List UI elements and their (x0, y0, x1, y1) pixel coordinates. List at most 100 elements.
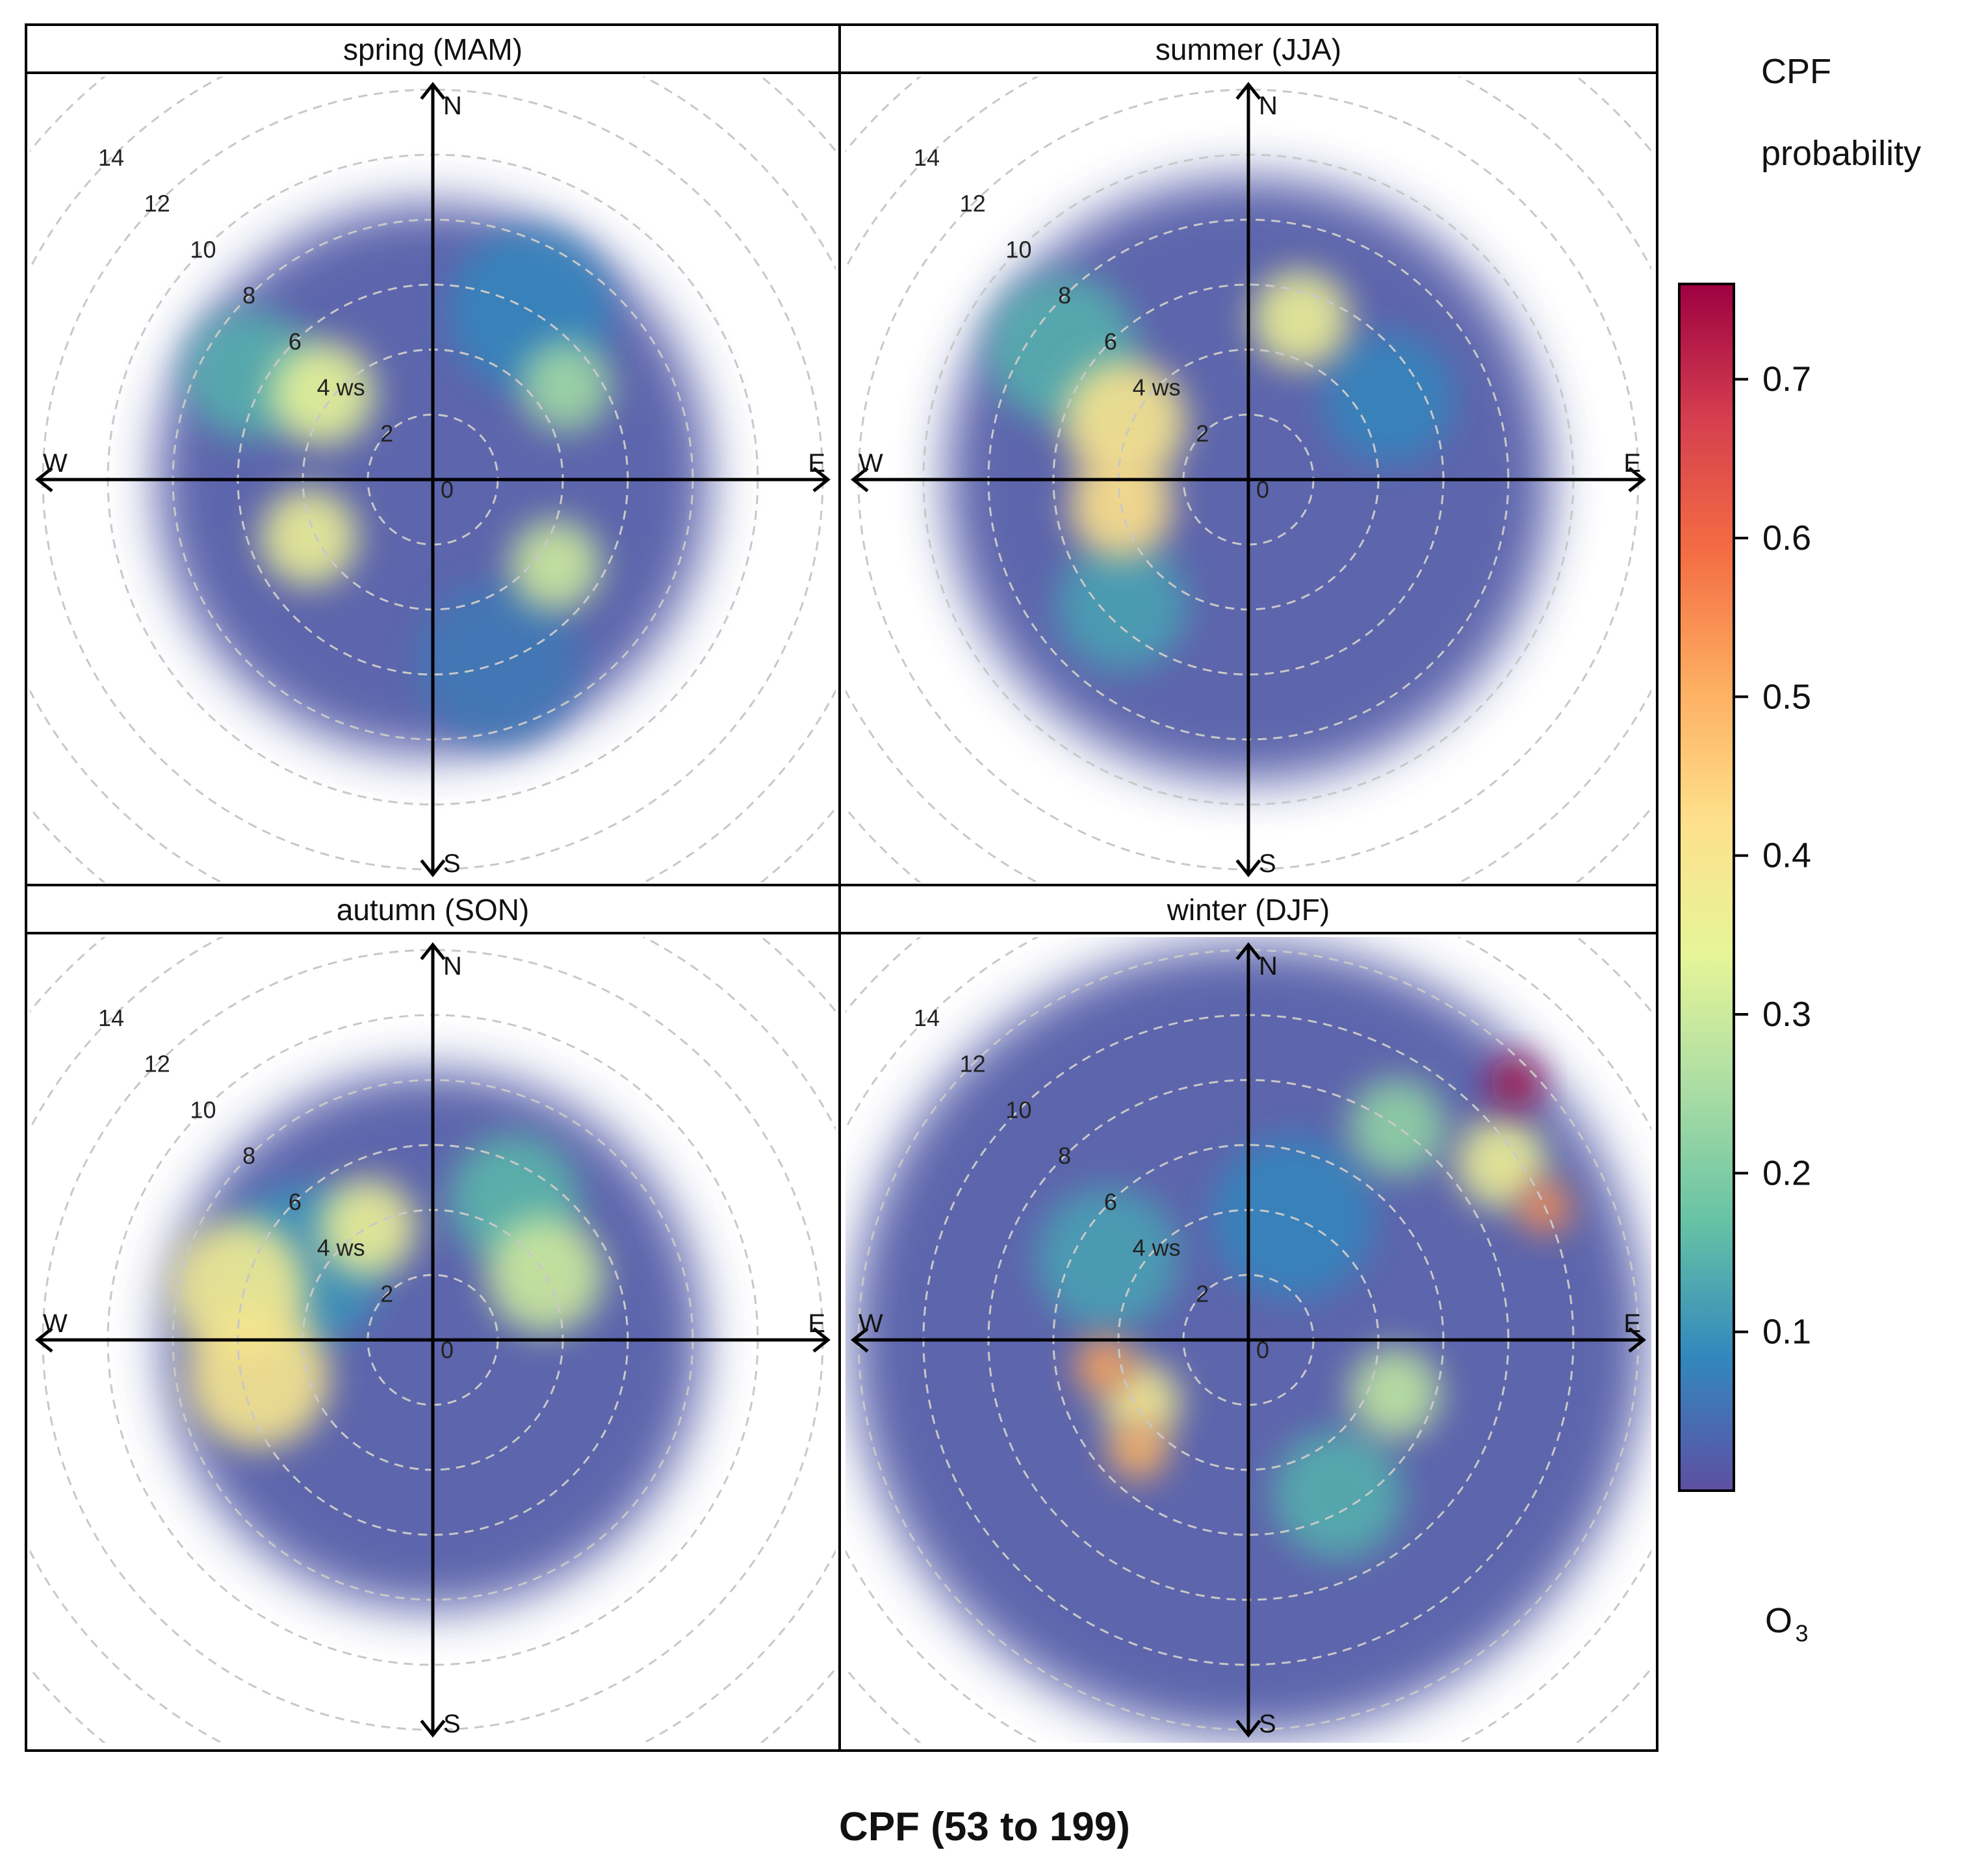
compass-label-N: N (443, 92, 462, 120)
cpf-region-2 (487, 1216, 604, 1333)
colorbar-tick-label-6: 0.7 (1762, 360, 1811, 399)
cpf-region-4 (1063, 360, 1187, 484)
compass-axes: N E S W (34, 942, 831, 1738)
axis-arrowhead (812, 1327, 831, 1353)
cpf-region-5 (1456, 1117, 1547, 1209)
compass-axes: N E S W (850, 942, 1647, 1738)
ws-tick-label: 10 (190, 236, 216, 263)
cpf-region-2 (1272, 1430, 1403, 1560)
ws-tick-label: 8 (1058, 1142, 1071, 1169)
axis-arrowhead (1235, 859, 1261, 878)
cpf-region-5 (270, 341, 375, 446)
axis-arrowhead (420, 1719, 446, 1738)
pollutant-subscript: 3 (1795, 1620, 1808, 1647)
axis-arrowhead (1628, 467, 1647, 493)
ws-tick-label: 14 (98, 1005, 124, 1031)
compass-label-S: S (443, 849, 461, 878)
legend-pollutant-label: O 3 (1765, 1601, 1809, 1647)
ws-tick-label: 10 (1005, 1096, 1031, 1123)
ws-tick-label: 0 (1256, 476, 1269, 503)
axis-arrowhead (34, 1327, 53, 1353)
cpf-region-1 (1036, 1187, 1180, 1330)
ws-tick-label: 0 (1256, 1337, 1269, 1363)
compass-label-S: S (1259, 1710, 1276, 1738)
ws-tick-label: 2 (1196, 420, 1209, 446)
ws-tick-label: 14 (98, 144, 124, 171)
compass-label-N: N (1259, 92, 1278, 120)
ws-tick-label: 0 (441, 476, 454, 503)
axis-arrowhead (420, 859, 446, 878)
colorbar-tick-label-5: 0.6 (1762, 519, 1811, 558)
strip-bg-summer (838, 23, 1658, 74)
colorbar-tick-label-4: 0.5 (1762, 677, 1811, 716)
axis-arrowhead (420, 81, 446, 100)
colorbar-tick-label-1: 0.2 (1762, 1153, 1811, 1192)
ws-tick-label: 2 (380, 1280, 393, 1307)
cpf-region-7 (1109, 1420, 1168, 1480)
cpf-region-1 (1057, 541, 1187, 671)
ws-tick-label: 8 (242, 1142, 255, 1169)
ws-tick-label: 2 (380, 420, 393, 446)
compass-label-S: S (443, 1710, 461, 1738)
compass-label-E: E (808, 1309, 825, 1338)
compass-label-E: E (1623, 1309, 1641, 1338)
cpf-region-0 (1324, 333, 1454, 463)
ws-tick-label: 4 ws (1133, 1235, 1181, 1261)
axis-arrowhead (1628, 1327, 1647, 1353)
strip-bg-spring (25, 23, 841, 74)
ws-tick-label: 4 ws (317, 374, 365, 401)
strip-title-autumn: autumn (SON) (337, 893, 530, 927)
colorbar (1678, 283, 1735, 1492)
compass-label-W: W (43, 449, 68, 478)
compass-axes: N E S W (850, 81, 1647, 878)
pollutant-base: O (1765, 1601, 1792, 1640)
ws-tick-label: 14 (914, 1005, 940, 1031)
ws-tick-label: 6 (289, 1189, 302, 1215)
strip-title-spring: spring (MAM) (343, 32, 522, 66)
cpf-region-6 (260, 488, 358, 586)
compass-axes: N E S W (34, 81, 831, 878)
panel-winter: winter (DJF) 0 2 4 ws 6 8 10 12 14 N E S W (838, 884, 1658, 1752)
colorbar-tick-label-0: 0.1 (1762, 1313, 1811, 1352)
compass-label-N: N (1259, 952, 1278, 981)
legend-title-line2: probability (1761, 134, 1921, 173)
polar-surface: 0 2 4 ws 6 8 10 12 14 (30, 77, 836, 882)
cpf-region-3 (319, 1178, 417, 1276)
cpf-region-3 (520, 341, 612, 432)
panel-spring: spring (MAM) 0 2 4 ws 6 8 10 12 14 N E S W (25, 23, 841, 886)
cpf-region-4 (1349, 1348, 1441, 1439)
ws-tick-label: 12 (144, 1051, 170, 1077)
legend-title-line1: CPF (1761, 52, 1831, 91)
ws-tick-label: 2 (1196, 1280, 1209, 1307)
ws-tick-label: 8 (1058, 282, 1071, 309)
ws-tick-label: 4 ws (317, 1235, 365, 1261)
axis-arrowhead (850, 1327, 869, 1353)
colorbar-tick-label-3: 0.4 (1762, 836, 1811, 875)
cpf-region-8 (1075, 1336, 1134, 1395)
ws-tick-label: 12 (144, 190, 170, 217)
compass-label-W: W (43, 1309, 68, 1338)
axis-arrowhead (812, 467, 831, 493)
axis-arrowhead (420, 942, 446, 960)
compass-label-E: E (808, 449, 825, 478)
compass-label-S: S (1259, 849, 1276, 878)
ws-tick-label: 10 (1005, 236, 1031, 263)
colorbar-tick-label-2: 0.3 (1762, 995, 1811, 1034)
compass-label-E: E (1623, 449, 1641, 478)
axis-arrowhead (34, 467, 53, 493)
compass-label-N: N (443, 952, 462, 981)
ws-tick-label: 8 (242, 282, 255, 309)
cpf-region-3 (1348, 1078, 1447, 1176)
ws-tick-label: 6 (1104, 1189, 1117, 1215)
plot-area-winter (838, 932, 1658, 1752)
ws-tick-label: 12 (960, 1051, 986, 1077)
x-axis-label: CPF (53 to 199) (839, 1805, 1130, 1849)
ws-tick-label: 10 (190, 1096, 216, 1123)
ws-tick-label: 6 (289, 328, 302, 355)
ws-tick-label: 0 (441, 1337, 454, 1363)
cpf-region-3 (1252, 270, 1350, 368)
axis-arrowhead (850, 467, 869, 493)
ws-tick-label: 4 ws (1133, 374, 1181, 401)
cpf-region-4 (509, 519, 601, 611)
